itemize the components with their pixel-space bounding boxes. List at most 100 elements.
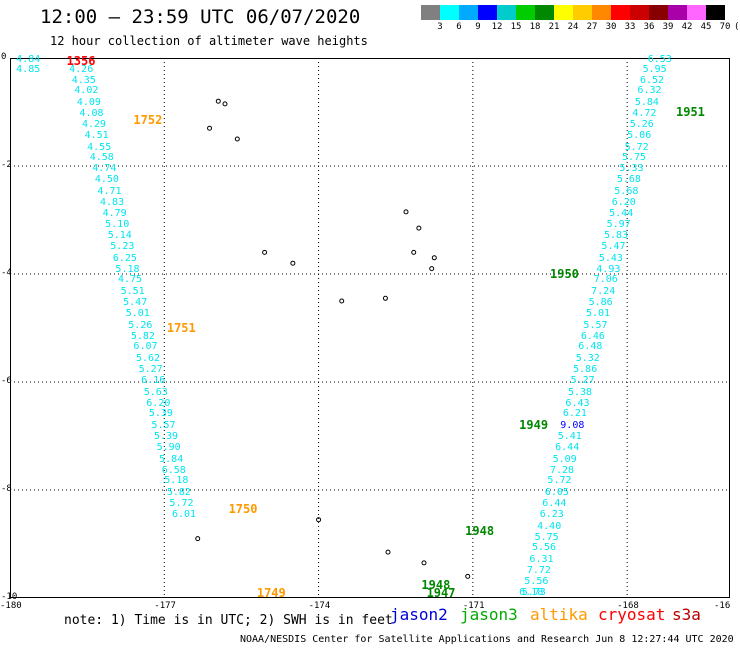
island-outline: [207, 125, 213, 131]
wave-height-label: 5.10: [105, 219, 130, 231]
wave-height-label: 4.79: [102, 207, 127, 219]
satellite-legend-item: altika: [530, 605, 588, 624]
wave-height-label: 5.23: [110, 241, 135, 252]
wave-height-label: 5.32: [575, 353, 600, 365]
wave-height-label: 6.44: [542, 498, 567, 510]
island-outline: [316, 517, 322, 523]
y-tick-label: -8: [1, 484, 12, 494]
wave-height-label: 5.82: [130, 330, 155, 342]
colorbar-label: 21: [548, 22, 560, 32]
wave-height-label: 5.95: [642, 63, 667, 75]
wave-height-label: 4.84: [16, 53, 41, 65]
island-outline: [416, 225, 422, 231]
y-tick-label: -6: [1, 376, 12, 386]
colorbar-label: 6: [456, 22, 462, 32]
x-tick-label: -174: [308, 601, 331, 611]
colorbar-label: 33: [624, 22, 636, 32]
wave-height-label: 5.18: [115, 263, 140, 275]
wave-height-label: 5.44: [609, 207, 634, 219]
wave-height-label: 7.72: [526, 565, 551, 576]
wave-height-label: 6.07: [133, 341, 158, 353]
wave-height-label: 4.09: [76, 97, 101, 109]
wave-height-label: 4.50: [94, 174, 119, 186]
pass-time-label: 1948: [421, 577, 451, 592]
colorbar-swatch: [630, 5, 649, 20]
wave-height-label: 5.33: [619, 163, 644, 175]
wave-height-label: 4.58: [89, 152, 114, 164]
wave-height-label: 5.57: [151, 420, 176, 432]
wave-height-label: 5.43: [598, 252, 623, 264]
wave-height-label: 5.14: [107, 230, 132, 242]
y-tick-label: -10: [1, 592, 18, 602]
wave-height-label: 5.26: [629, 118, 654, 130]
wave-height-label: 5.63: [143, 386, 168, 398]
wave-height-label: 5.75: [622, 152, 647, 164]
colorbar-swatch: [706, 5, 725, 20]
wave-height-label: 6.53: [647, 53, 672, 65]
wave-height-label: 5.27: [570, 374, 595, 386]
wave-height-label: 5.72: [547, 475, 572, 487]
wave-height-label: 5.56: [532, 542, 557, 554]
wave-height-label: 6.48: [578, 341, 603, 353]
wave-height-label: 5.86: [573, 364, 598, 376]
wave-height-label: 4.85: [16, 63, 41, 75]
wave-height-label: 6.31: [529, 554, 554, 566]
wave-height-label: 5.18: [164, 475, 189, 487]
wave-height-label: 5.01: [125, 307, 150, 319]
island-outline: [215, 98, 221, 104]
colorbar-swatch: [573, 5, 592, 20]
wave-height-label: 4.35: [71, 74, 96, 86]
colorbar-label: 15: [510, 22, 522, 32]
map-frame: [10, 58, 730, 598]
wave-height-label: 4.02: [74, 85, 99, 97]
wave-height-label: 5.51: [120, 286, 145, 298]
wave-height-label: 5.56: [524, 575, 549, 587]
wave-height-label: 5.47: [601, 241, 626, 252]
island-outline: [421, 560, 427, 566]
wave-height-label: 5.06: [627, 129, 652, 141]
island-outline: [411, 249, 417, 255]
island-outline: [429, 266, 435, 272]
satellite-legend-item: s3a: [672, 605, 701, 624]
island-outline: [339, 298, 345, 304]
colorbar-label: (ft): [734, 22, 740, 32]
wave-height-label: 5.75: [534, 531, 559, 543]
wave-height-label: 6.23: [539, 508, 564, 520]
map-title: 12:00 – 23:59 UTC 06/07/2020: [40, 6, 361, 28]
wave-height-label: 5.39: [154, 431, 179, 443]
wave-height-label: 6.46: [580, 330, 605, 342]
wave-height-label: 6.05: [544, 487, 569, 499]
wave-height-label: 6.21: [562, 408, 587, 420]
wave-height-label: 5.68: [614, 185, 639, 197]
colorbar-label: 18: [529, 22, 541, 32]
colorbar-label: 24: [567, 22, 579, 32]
wave-height-label: 6.20: [611, 196, 636, 208]
island-outline: [290, 260, 296, 266]
map-subtitle: 12 hour collection of altimeter wave hei…: [50, 34, 368, 48]
colorbar-swatch: [668, 5, 687, 20]
map-grid: [10, 58, 730, 598]
wave-height-label: 4.71: [97, 185, 122, 197]
wave-height-label: 5.41: [557, 431, 582, 443]
colorbar-swatch: [478, 5, 497, 20]
pass-time-label: 1950: [550, 267, 579, 281]
colorbar-label: 12: [491, 22, 503, 32]
wave-height-label: 4.55: [87, 141, 112, 153]
wave-height-label: 7.06: [593, 274, 618, 286]
pass-time-label: 1949: [519, 418, 549, 433]
wave-height-label: 5.72: [624, 141, 649, 153]
wave-height-label: 4.26: [69, 63, 94, 75]
colorbar-swatch: [554, 5, 573, 20]
island-outline: [403, 209, 409, 215]
x-tick-label: -16: [714, 601, 731, 611]
colorbar-label: 39: [662, 22, 674, 32]
wave-height-label: 4.29: [82, 118, 107, 130]
wave-height-label: 6.58: [161, 464, 186, 476]
x-tick-label: -171: [462, 601, 485, 611]
wave-height-label: 6.32: [637, 85, 662, 97]
wave-height-label: 5.72: [169, 498, 194, 510]
wave-height-label: 4.75: [118, 274, 143, 286]
wave-height-label: 5.86: [588, 297, 613, 309]
wave-height-label: 5.83: [604, 230, 629, 242]
colorbar-swatch: [649, 5, 668, 20]
